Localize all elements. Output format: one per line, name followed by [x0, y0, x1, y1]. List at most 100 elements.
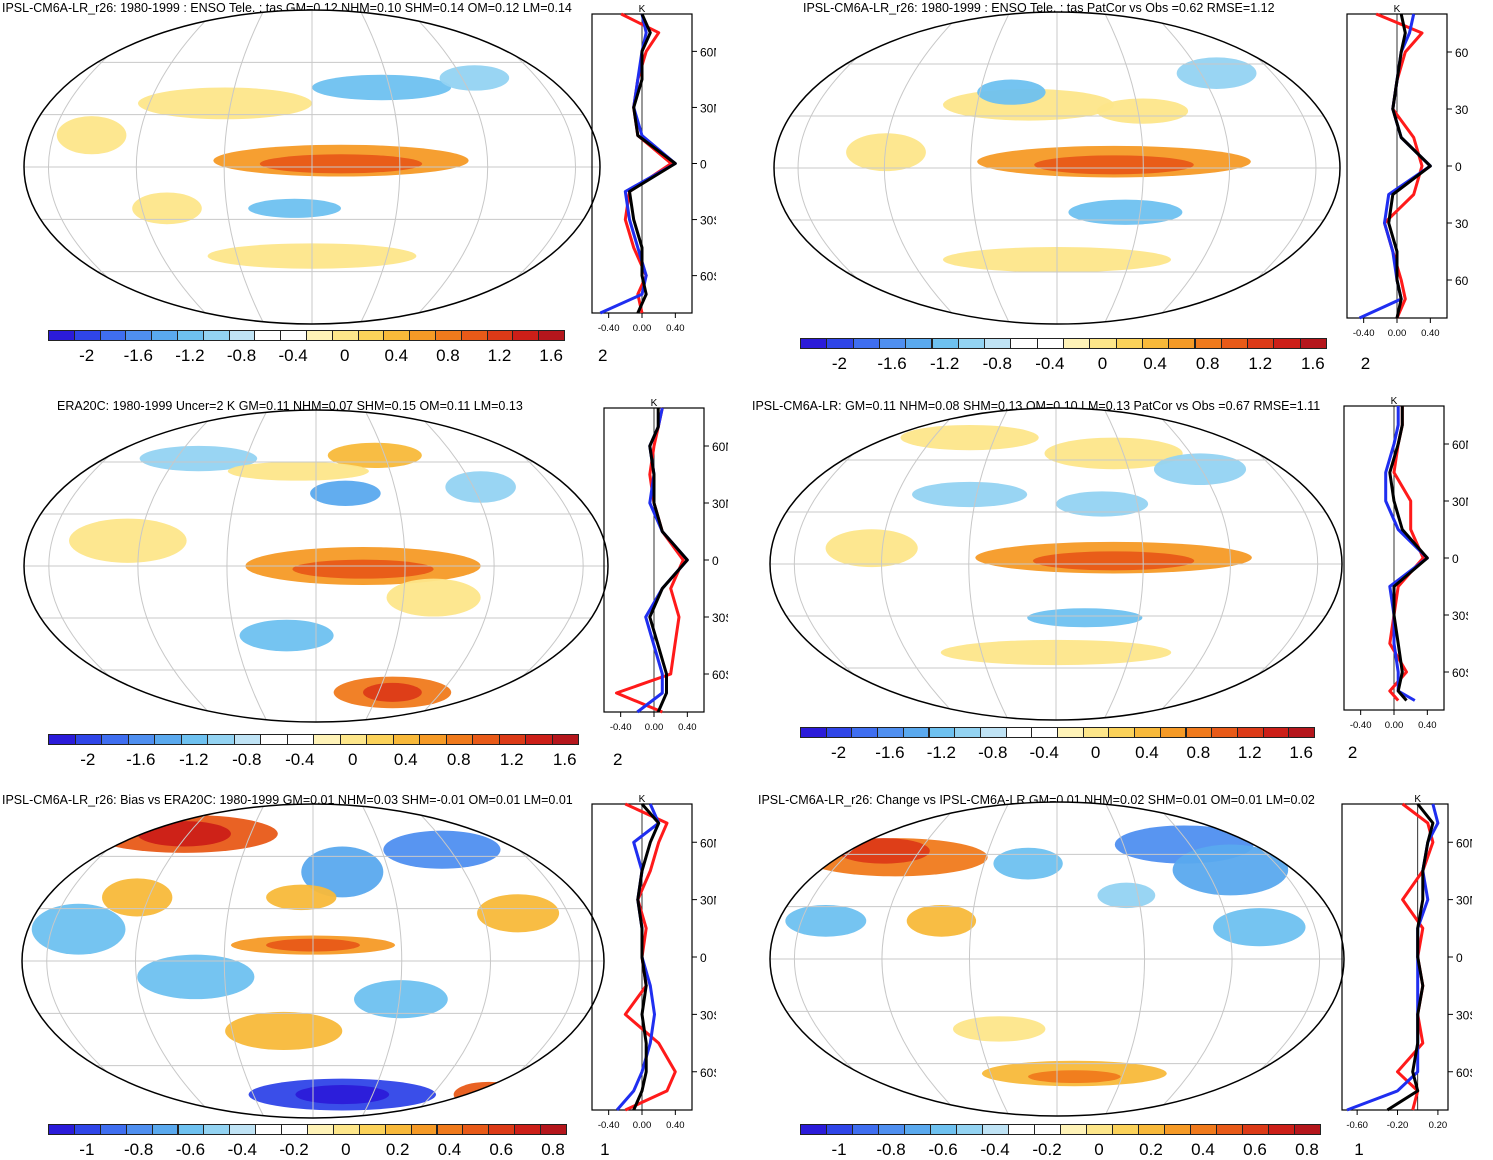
colorbar-swatch — [1115, 338, 1143, 349]
anomaly-region — [354, 980, 448, 1019]
colorbar-label: -0.2 — [279, 1140, 309, 1159]
zonal-profile-3: K 60N 30N 0 30S 60S -0.40 0.00 0.40 — [600, 396, 734, 751]
colorbar-swatch — [254, 330, 282, 341]
y-tick-label: 60S — [1456, 1066, 1472, 1080]
colorbar-swatch — [151, 330, 178, 341]
colorbar-swatch — [409, 330, 436, 341]
colorbar-label: 0 — [1097, 354, 1108, 373]
colorbar-swatch — [826, 1124, 853, 1135]
colorbar-label: -0.8 — [876, 1140, 906, 1159]
colorbar-swatch — [151, 1124, 179, 1135]
colorbar-swatch — [331, 330, 359, 341]
colorbar-swatch — [436, 1124, 464, 1135]
zonal-profile-1: K 60N 30N 0 30S 60S -0.40 0.00 0.40 — [588, 2, 722, 352]
colorbar-label: 0.2 — [1139, 1140, 1163, 1159]
y-tick-label: 0 — [1452, 552, 1459, 566]
map-outline — [769, 407, 1343, 721]
colorbar-swatch — [435, 330, 462, 341]
x-tick-label: 0.00 — [633, 1120, 652, 1131]
zonal-profile-6: K 60N 30N 0 30S 60S -0.60 -0.20 0.20 — [1338, 792, 1478, 1149]
y-tick-label: 60 — [1455, 46, 1469, 60]
colorbar-swatch — [419, 734, 447, 745]
colorbar-swatch — [228, 330, 256, 341]
colorbar-swatch — [1268, 1124, 1295, 1135]
colorbar-swatch — [48, 734, 76, 745]
colorbar-label: -1.2 — [175, 346, 205, 365]
colorbar-label: -0.4 — [278, 346, 308, 365]
colorbar-label: -1.6 — [877, 354, 907, 373]
colorbar-label: -0.8 — [232, 750, 262, 769]
anomaly-region — [1213, 908, 1306, 947]
anomaly-region — [383, 830, 501, 869]
colorbar-label: 0.4 — [384, 346, 409, 365]
meridian-line — [361, 804, 403, 1118]
anomaly-region — [295, 1085, 390, 1105]
profile-series-black — [1387, 13, 1432, 319]
colorbar-swatch — [384, 1124, 412, 1135]
x-tick-label: 0.00 — [645, 722, 664, 733]
anomaly-region — [1176, 57, 1257, 89]
anomaly-region — [363, 682, 422, 702]
colorbar-swatch — [281, 1124, 308, 1135]
robinson-map-3 — [22, 408, 610, 724]
anomaly-region — [1044, 437, 1183, 470]
colorbar-swatch — [486, 330, 514, 341]
colorbar-swatch — [904, 1124, 931, 1135]
profile-series-red — [1375, 12, 1424, 319]
colorbar-swatch — [229, 1124, 257, 1135]
colorbar-swatch — [1063, 338, 1091, 349]
x-tick-label: -0.60 — [1346, 1120, 1368, 1131]
colorbar-label: 0 — [1094, 1140, 1104, 1159]
colorbar-label: 1.6 — [1289, 743, 1313, 762]
meridian-line — [137, 410, 220, 722]
colorbar-swatch — [202, 330, 230, 341]
anomaly-region — [906, 904, 977, 937]
x-tick-label: 0.00 — [1388, 328, 1407, 339]
colorbar-swatch — [1008, 1124, 1035, 1135]
profile-series-blue — [615, 803, 661, 1111]
y-tick-label: 60N — [1452, 438, 1468, 452]
colorbar-swatch — [878, 1124, 905, 1135]
robinson-map-4 — [768, 406, 1344, 722]
colorbar-label: -1.2 — [179, 750, 209, 769]
colorbar-swatch — [460, 330, 488, 341]
meridian-line — [223, 10, 265, 324]
colorbar-swatch — [306, 330, 333, 341]
y-tick-label: 0 — [700, 951, 707, 965]
anomaly-region — [386, 578, 481, 617]
colorbar-label: -2 — [80, 750, 96, 769]
colorbar-label: 2 — [1347, 743, 1358, 762]
colorbar-swatch — [1211, 727, 1238, 738]
colorbar-label: 2 — [597, 346, 608, 365]
colorbar-swatch — [984, 338, 1012, 349]
map-outline — [21, 803, 605, 1119]
colorbar-swatch — [1112, 1124, 1139, 1135]
colorbar-swatch — [339, 734, 367, 745]
anomaly-region — [977, 79, 1046, 105]
colorbar-swatch — [928, 727, 956, 738]
colorbar-swatch — [954, 727, 981, 738]
unit-label: K — [639, 794, 646, 805]
profile-series-blue — [1346, 803, 1440, 1112]
colorbar-swatch — [180, 734, 208, 745]
colorbar-label: -1.2 — [926, 743, 956, 762]
anomaly-region — [825, 529, 918, 568]
colorbar-swatch — [488, 1124, 516, 1135]
colorbar-swatch — [538, 330, 565, 341]
colorbar-swatch — [1005, 727, 1033, 738]
colorbar-swatch — [1141, 338, 1170, 349]
y-tick-label: 60 — [1455, 274, 1469, 288]
profile-series-black — [1388, 406, 1429, 702]
panel-title: IPSL-CM6A-LR: GM=0.11 NHM=0.08 SHM=0.13 … — [752, 399, 1321, 413]
meridian-line — [968, 408, 1009, 720]
colorbar-label: 0.4 — [1191, 1140, 1215, 1159]
colorbar-swatch — [255, 1124, 283, 1135]
profile-series-black — [628, 13, 677, 314]
colorbar-label: -0.4 — [1035, 354, 1065, 373]
colorbar-label: 0.8 — [1195, 354, 1220, 373]
x-tick-label: 0.40 — [1421, 328, 1440, 339]
colorbar-swatch — [392, 734, 420, 745]
colorbar-swatch — [233, 734, 261, 745]
colorbar-label: -1.2 — [929, 354, 960, 373]
unit-label: K — [1414, 794, 1421, 805]
